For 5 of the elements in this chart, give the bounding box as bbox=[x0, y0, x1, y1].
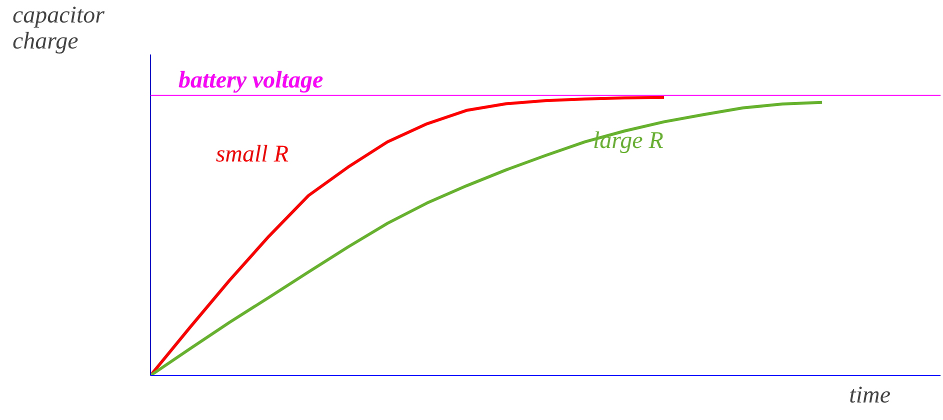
series-label: small R bbox=[216, 142, 289, 168]
y-axis-title: capacitor charge bbox=[12, 2, 106, 54]
ref-line-label: battery voltage bbox=[178, 67, 324, 94]
series-label: large R bbox=[593, 128, 664, 154]
x-axis-title: time bbox=[849, 382, 891, 408]
